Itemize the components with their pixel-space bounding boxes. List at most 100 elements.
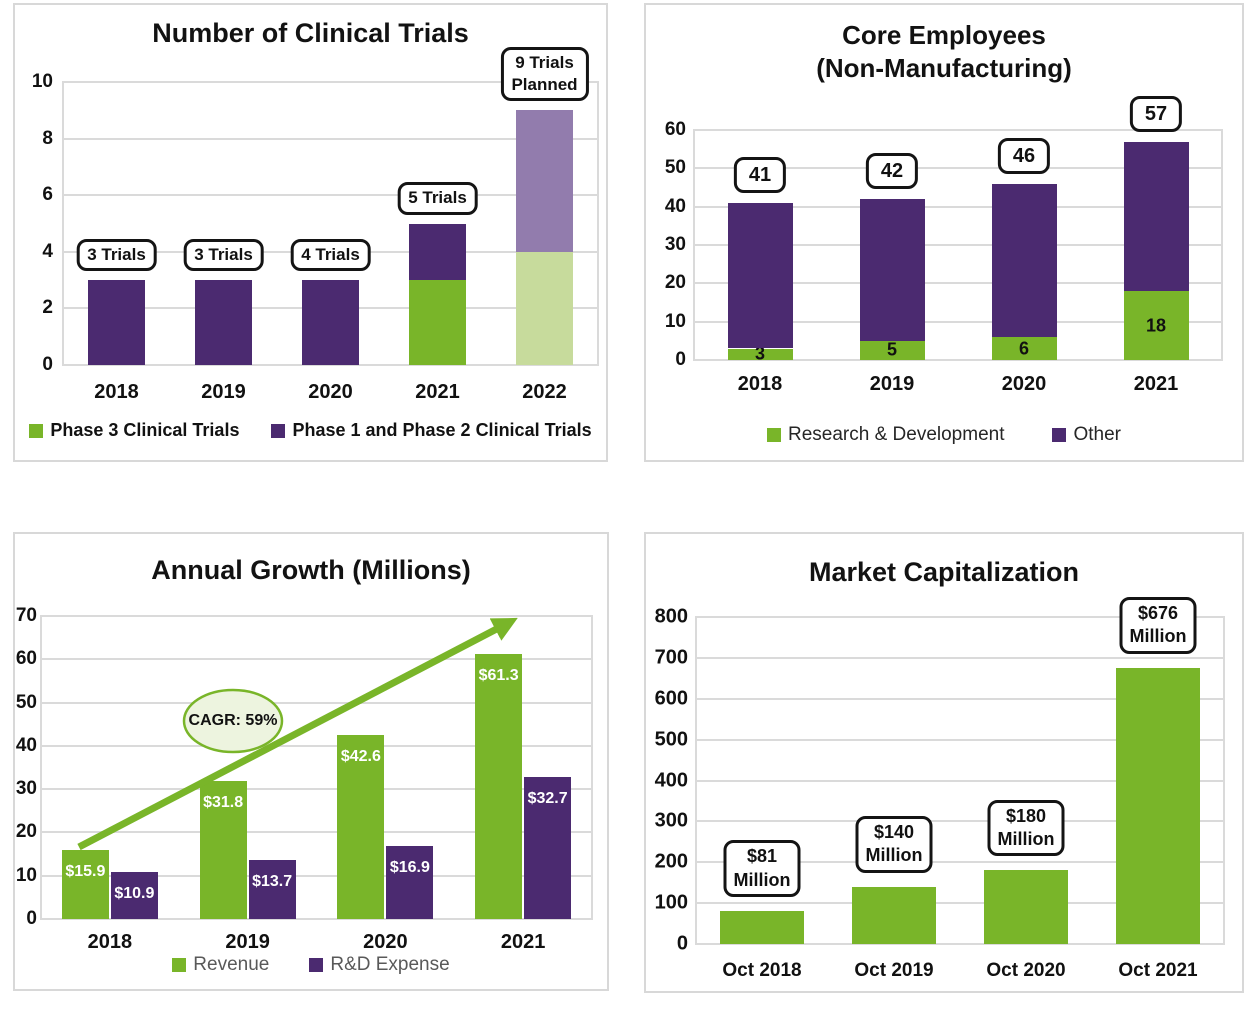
y-tick-label: 600 — [654, 687, 688, 710]
bar-value-label: $15.9 — [65, 863, 106, 881]
bar — [248, 859, 296, 919]
gridline — [696, 616, 1224, 618]
legend-label: Other — [1073, 424, 1122, 445]
legend-label: Research & Development — [787, 424, 1005, 445]
bar-segment — [727, 348, 793, 360]
y-tick-label: 50 — [15, 691, 37, 713]
y-tick-label: 800 — [654, 605, 688, 628]
bar — [1116, 667, 1200, 944]
chart-title-line2: (Non-Manufacturing) — [816, 52, 1072, 83]
y-tick-label: 50 — [664, 157, 686, 179]
bar — [524, 777, 572, 919]
x-tick-label: 2020 — [308, 381, 353, 403]
plot-border — [597, 81, 599, 366]
y-tick-label: 40 — [15, 734, 37, 756]
x-tick-label: Oct 2021 — [1118, 960, 1198, 981]
y-tick-label: 10 — [664, 310, 686, 332]
x-tick-label: 2021 — [500, 931, 546, 953]
gridline — [694, 282, 1222, 285]
callout-label: $81 Million — [723, 840, 801, 897]
gridline — [696, 820, 1224, 823]
bar-segment — [991, 183, 1057, 337]
y-tick-label: 6 — [42, 184, 53, 206]
legend-item: Revenue — [172, 954, 269, 976]
legend-label: Phase 1 and Phase 2 Clinical Trials — [292, 420, 592, 440]
chart-panel-core-employees: Core Employees (Non-Manufacturing) 0 10 20… — [644, 3, 1244, 462]
callout-label: 57 — [1129, 95, 1183, 132]
bar-segment — [302, 280, 359, 365]
bar — [110, 871, 158, 919]
gridline — [694, 167, 1222, 170]
chart-title: Core Employees (Non-Manufacturing) — [646, 19, 1242, 84]
x-tick-label: 2018 — [87, 931, 133, 953]
plot-area: 0 10 20 30 40 50 60 70 2018 2019 2020 2021 $15.9 $31.… — [15, 534, 607, 989]
legend-label: R&D Expense — [330, 954, 450, 975]
plot-border — [693, 129, 695, 361]
y-tick-label: 500 — [654, 728, 688, 751]
gridline — [696, 656, 1224, 659]
bar-segment — [516, 251, 573, 365]
legend: Phase 3 Clinical Trials Phase 1 and Phas… — [15, 420, 606, 441]
gridline — [694, 359, 1222, 361]
legend: Revenue R&D Expense — [15, 954, 607, 976]
x-tick-label: 2019 — [201, 381, 246, 403]
bar-segment — [1123, 291, 1189, 360]
x-tick-label: Oct 2018 — [722, 960, 802, 981]
callout-label: 46 — [997, 137, 1051, 174]
plot-border — [1223, 616, 1225, 945]
x-tick-label: Oct 2019 — [854, 960, 934, 981]
y-tick-label: 0 — [675, 349, 686, 370]
bar-value-label: 5 — [886, 339, 898, 360]
y-tick-label: 700 — [654, 646, 688, 669]
legend-swatch — [766, 428, 781, 442]
x-tick-label: 2020 — [363, 931, 408, 953]
legend-swatch — [1052, 428, 1067, 442]
gridline — [63, 194, 598, 197]
legend-swatch — [309, 958, 324, 972]
bar-segment — [727, 202, 793, 349]
legend-item: Research & Development — [766, 424, 1005, 446]
legend: Research & Development Other — [646, 424, 1242, 446]
bar-segment — [1123, 141, 1189, 291]
x-tick-label: 2018 — [94, 381, 139, 403]
gridline — [696, 943, 1224, 945]
x-tick-label: 2022 — [522, 381, 567, 403]
chart-title: Market Capitalization — [808, 557, 1080, 587]
bar-value-label: $31.8 — [203, 794, 244, 812]
y-tick-label: 40 — [664, 195, 686, 217]
bar — [61, 850, 109, 919]
gridline — [696, 861, 1224, 864]
chart-panel-clinical-trials: Number of Clinical Trials 0 2 4 6 8 10 2018 201… — [13, 3, 608, 462]
bar-value-label: $16.9 — [389, 858, 430, 876]
callout-label: 3 Trials — [183, 239, 264, 272]
bar-segment — [409, 280, 466, 365]
bar-segment — [516, 110, 573, 252]
plot-area: 0 10 20 30 40 50 60 2018 2019 2020 2021 3 41 5 42 6 46 18… — [646, 5, 1242, 460]
gridline — [41, 874, 592, 877]
y-tick-label: 200 — [654, 850, 688, 873]
bar-value-label: $61.3 — [478, 666, 519, 684]
legend-label: Revenue — [193, 954, 270, 975]
legend-item: R&D Expense — [309, 954, 450, 976]
bar — [720, 910, 804, 944]
y-tick-label: 8 — [42, 127, 53, 149]
chart-title: Annual Growth (Millions) — [151, 555, 471, 585]
chart-title: Number of Clinical Trials — [152, 18, 469, 48]
legend-swatch — [172, 958, 187, 972]
y-tick-label: 0 — [676, 932, 688, 955]
bar-segment — [859, 199, 925, 341]
gridline — [63, 364, 598, 366]
y-tick-label: 20 — [664, 272, 686, 294]
gridline — [41, 615, 592, 617]
callout-label: $140 Million — [855, 816, 933, 873]
x-tick-label: Oct 2020 — [986, 960, 1066, 981]
legend-item: Other — [1052, 424, 1121, 446]
bar-segment — [195, 280, 252, 365]
legend-item: Phase 1 and Phase 2 Clinical Trials — [271, 420, 592, 441]
bar — [475, 653, 523, 919]
y-tick-label: 70 — [15, 605, 37, 626]
gridline — [63, 137, 598, 140]
gridline — [41, 918, 592, 920]
x-tick-label: 2019 — [225, 931, 270, 953]
